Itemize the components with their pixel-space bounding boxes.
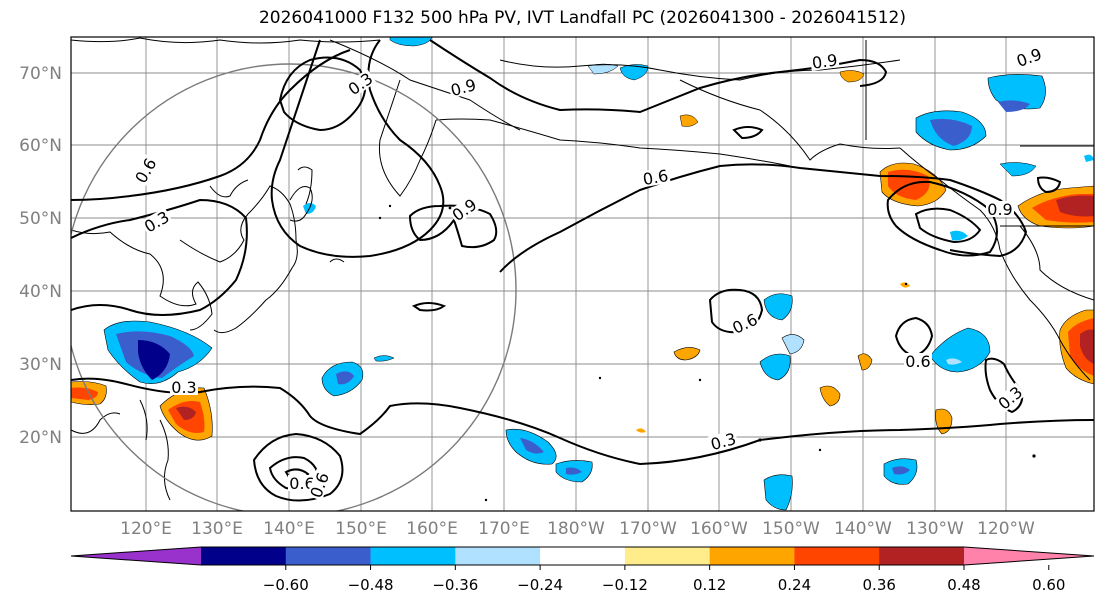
lon-tick-label: 140°W xyxy=(834,519,892,539)
colorbar-segment xyxy=(540,547,626,565)
colorbar-segment xyxy=(201,547,287,565)
colorbar-segment xyxy=(794,547,880,565)
contour-label: 0.6 xyxy=(288,474,316,493)
colorbar-segment xyxy=(285,547,372,565)
colorbar-tick-label: 0.48 xyxy=(947,576,980,594)
contour-label: 0.6 xyxy=(904,352,932,371)
lat-tick-label: 30°N xyxy=(19,355,62,375)
colorbar-tick-label: −0.24 xyxy=(517,576,563,594)
colorbar-tick-label: 0.24 xyxy=(778,576,811,594)
ivt-contours xyxy=(71,39,1094,502)
map-panel: 0.3 0.90.60.30.60.90.90.90.60.60.30.60.30… xyxy=(70,36,1095,512)
colorbar-segment xyxy=(624,547,711,565)
lon-tick-label: 150°E xyxy=(335,519,387,539)
lon-tick-label: 140°E xyxy=(263,519,315,539)
negative-anomaly-east-china xyxy=(103,320,213,384)
lon-tick-label: 170°E xyxy=(478,519,530,539)
contour-label: 0.9 xyxy=(809,50,840,73)
colorbar-tick-label: −0.48 xyxy=(348,576,394,594)
svg-text:0.9: 0.9 xyxy=(811,50,839,72)
svg-text:0.3: 0.3 xyxy=(171,378,196,397)
map-title: 2026041000 F132 500 hPa PV, IVT Landfall… xyxy=(258,8,906,28)
colorbar-extend-low xyxy=(71,547,201,565)
positive-anomaly-taiwan xyxy=(159,387,213,441)
pv-shading xyxy=(71,37,1094,511)
colorbar-tick-label: −0.12 xyxy=(602,576,648,594)
negative-anomaly-south-japan xyxy=(321,361,364,397)
lon-tick-label: 170°W xyxy=(619,519,677,539)
coastlines xyxy=(71,37,1094,501)
negative-anomaly-gulf-alaska xyxy=(915,74,1094,241)
lat-tick-label: 70°N xyxy=(19,64,62,84)
colorbar-segment xyxy=(370,547,456,565)
lat-tick-label: 20°N xyxy=(19,428,62,448)
lon-tick-label: 160°W xyxy=(690,519,748,539)
colorbar-segment xyxy=(709,547,795,565)
contour-label: 0.9 xyxy=(986,200,1014,219)
longitude-axis: 120°E 130°E 140°E 150°E 160°E 170°E 180°W 170°W… xyxy=(120,519,1035,539)
lon-tick-label: 150°W xyxy=(762,519,820,539)
colorbar-segment xyxy=(879,547,965,565)
latitude-axis: 70°N 60°N 50°N 40°N 30°N 20°N xyxy=(19,64,62,448)
svg-text:0.6: 0.6 xyxy=(905,352,930,371)
colorbar-extend-high xyxy=(964,547,1094,565)
colorbar-tick-label: 0.12 xyxy=(693,576,726,594)
lon-tick-label: 120°W xyxy=(977,519,1035,539)
colorbar-outline xyxy=(70,546,1095,566)
radius-circle xyxy=(71,63,517,511)
lat-tick-label: 40°N xyxy=(19,282,62,302)
svg-text:0.6: 0.6 xyxy=(289,474,314,493)
contour-label: 0.3 xyxy=(170,378,198,397)
lon-tick-label: 120°E xyxy=(120,519,172,539)
svg-text:0.6: 0.6 xyxy=(641,166,669,189)
contour-label: 0.6 xyxy=(640,166,671,189)
colorbar-tick-label: −0.60 xyxy=(263,576,309,594)
negative-anomaly-central-pacific xyxy=(505,293,991,511)
colorbar-tick-label: 0.36 xyxy=(863,576,896,594)
svg-text:0.9: 0.9 xyxy=(987,200,1012,219)
lon-tick-label: 160°E xyxy=(406,519,458,539)
lon-tick-label: 130°W xyxy=(906,519,964,539)
colorbar: −0.60 −0.48 −0.36 −0.24 −0.12 0.12 0.24 0.36 0.4… xyxy=(70,546,1095,594)
map-frame xyxy=(70,36,1095,512)
colorbar-tick-label: 0.60 xyxy=(1032,576,1065,594)
colorbar-tick-label: −0.36 xyxy=(432,576,478,594)
colorbar-segment xyxy=(455,547,541,565)
lat-tick-label: 50°N xyxy=(19,209,62,229)
lat-tick-label: 60°N xyxy=(19,136,62,156)
lon-tick-label: 180°W xyxy=(547,519,605,539)
lon-tick-label: 130°E xyxy=(191,519,243,539)
